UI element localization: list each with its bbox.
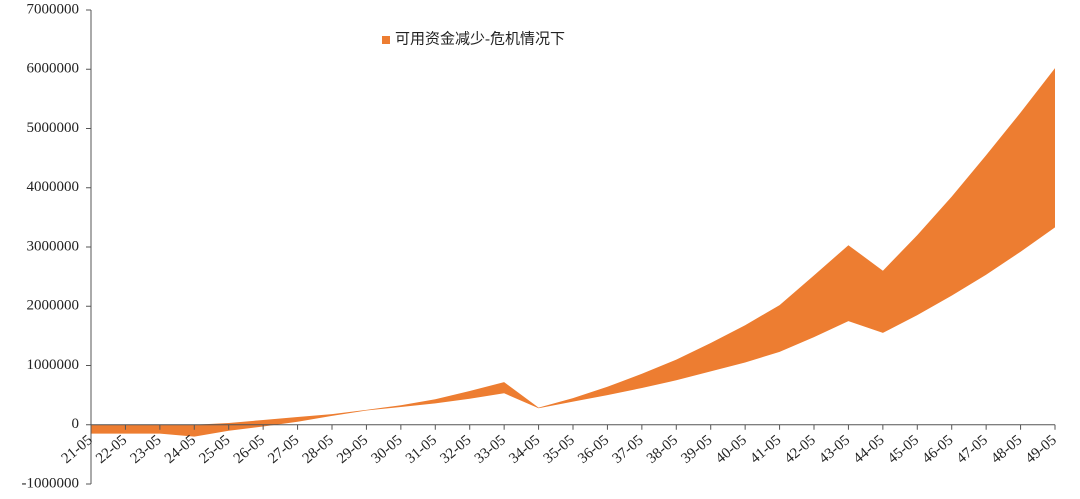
legend-swatch xyxy=(382,36,390,44)
y-tick-label: 5000000 xyxy=(27,120,80,136)
y-tick-label: 7000000 xyxy=(27,1,80,17)
x-tick-label: 42-05 xyxy=(782,432,819,467)
y-tick-label: 1000000 xyxy=(27,357,80,373)
x-tick-label: 30-05 xyxy=(369,432,406,467)
x-tick-label: 48-05 xyxy=(988,432,1025,467)
x-tick-label: 32-05 xyxy=(437,432,474,467)
x-tick-label: 44-05 xyxy=(851,432,888,467)
x-tick-label: 31-05 xyxy=(403,432,440,467)
x-tick-label: 22-05 xyxy=(93,432,130,467)
x-tick-label: 39-05 xyxy=(678,432,715,467)
x-tick-label: 26-05 xyxy=(231,432,268,467)
x-tick-label: 43-05 xyxy=(816,432,853,467)
y-tick-label: 0 xyxy=(72,416,80,432)
x-tick-label: 35-05 xyxy=(541,432,578,467)
y-tick-label: 6000000 xyxy=(27,61,80,77)
x-tick-label: 21-05 xyxy=(59,432,96,467)
x-tick-label: 23-05 xyxy=(128,432,165,467)
x-tick-label: 36-05 xyxy=(575,432,612,467)
x-tick-label: 47-05 xyxy=(954,432,991,467)
x-tick-label: 24-05 xyxy=(162,432,199,467)
y-tick-label: 4000000 xyxy=(27,179,80,195)
x-tick-label: 37-05 xyxy=(610,432,647,467)
x-tick-label: 49-05 xyxy=(1023,432,1060,467)
x-tick-label: 45-05 xyxy=(885,432,922,467)
x-tick-label: 38-05 xyxy=(644,432,681,467)
x-tick-label: 25-05 xyxy=(196,432,233,467)
range-area xyxy=(91,68,1055,437)
x-tick-label: 40-05 xyxy=(713,432,750,467)
x-tick-label: 41-05 xyxy=(747,432,784,467)
y-tick-label: -1000000 xyxy=(22,475,80,491)
x-tick-label: 33-05 xyxy=(472,432,509,467)
x-tick-label: 29-05 xyxy=(334,432,371,467)
x-tick-label: 27-05 xyxy=(265,432,302,467)
y-tick-label: 3000000 xyxy=(27,238,80,254)
x-tick-label: 46-05 xyxy=(919,432,956,467)
x-tick-label: 28-05 xyxy=(300,432,337,467)
legend-label: 可用资金减少-危机情况下 xyxy=(395,30,565,47)
x-tick-label: 34-05 xyxy=(506,432,543,467)
y-tick-label: 2000000 xyxy=(27,298,80,314)
